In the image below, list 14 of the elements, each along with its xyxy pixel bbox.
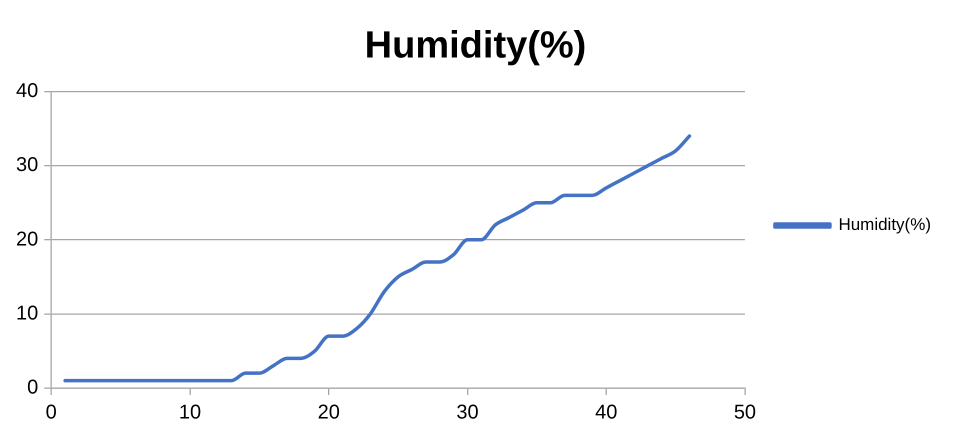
x-tick-label: 10 [178, 402, 202, 424]
y-tick-label: 0 [27, 376, 38, 399]
y-tick-label: 10 [16, 302, 38, 324]
x-tick-label: 30 [456, 402, 479, 424]
x-tick-label: 50 [734, 402, 756, 424]
x-tick-label: 20 [318, 402, 340, 424]
x-tick-label: 40 [595, 402, 618, 424]
chart-title: Humidity(%) [364, 24, 586, 66]
y-tick-label: 40 [16, 80, 38, 102]
line-series [63, 134, 692, 382]
y-tick-label: 30 [16, 154, 38, 176]
legend-label: Humidity(%) [838, 215, 931, 234]
x-tick-label: 0 [46, 402, 57, 424]
y-tick-label: 20 [16, 228, 38, 250]
